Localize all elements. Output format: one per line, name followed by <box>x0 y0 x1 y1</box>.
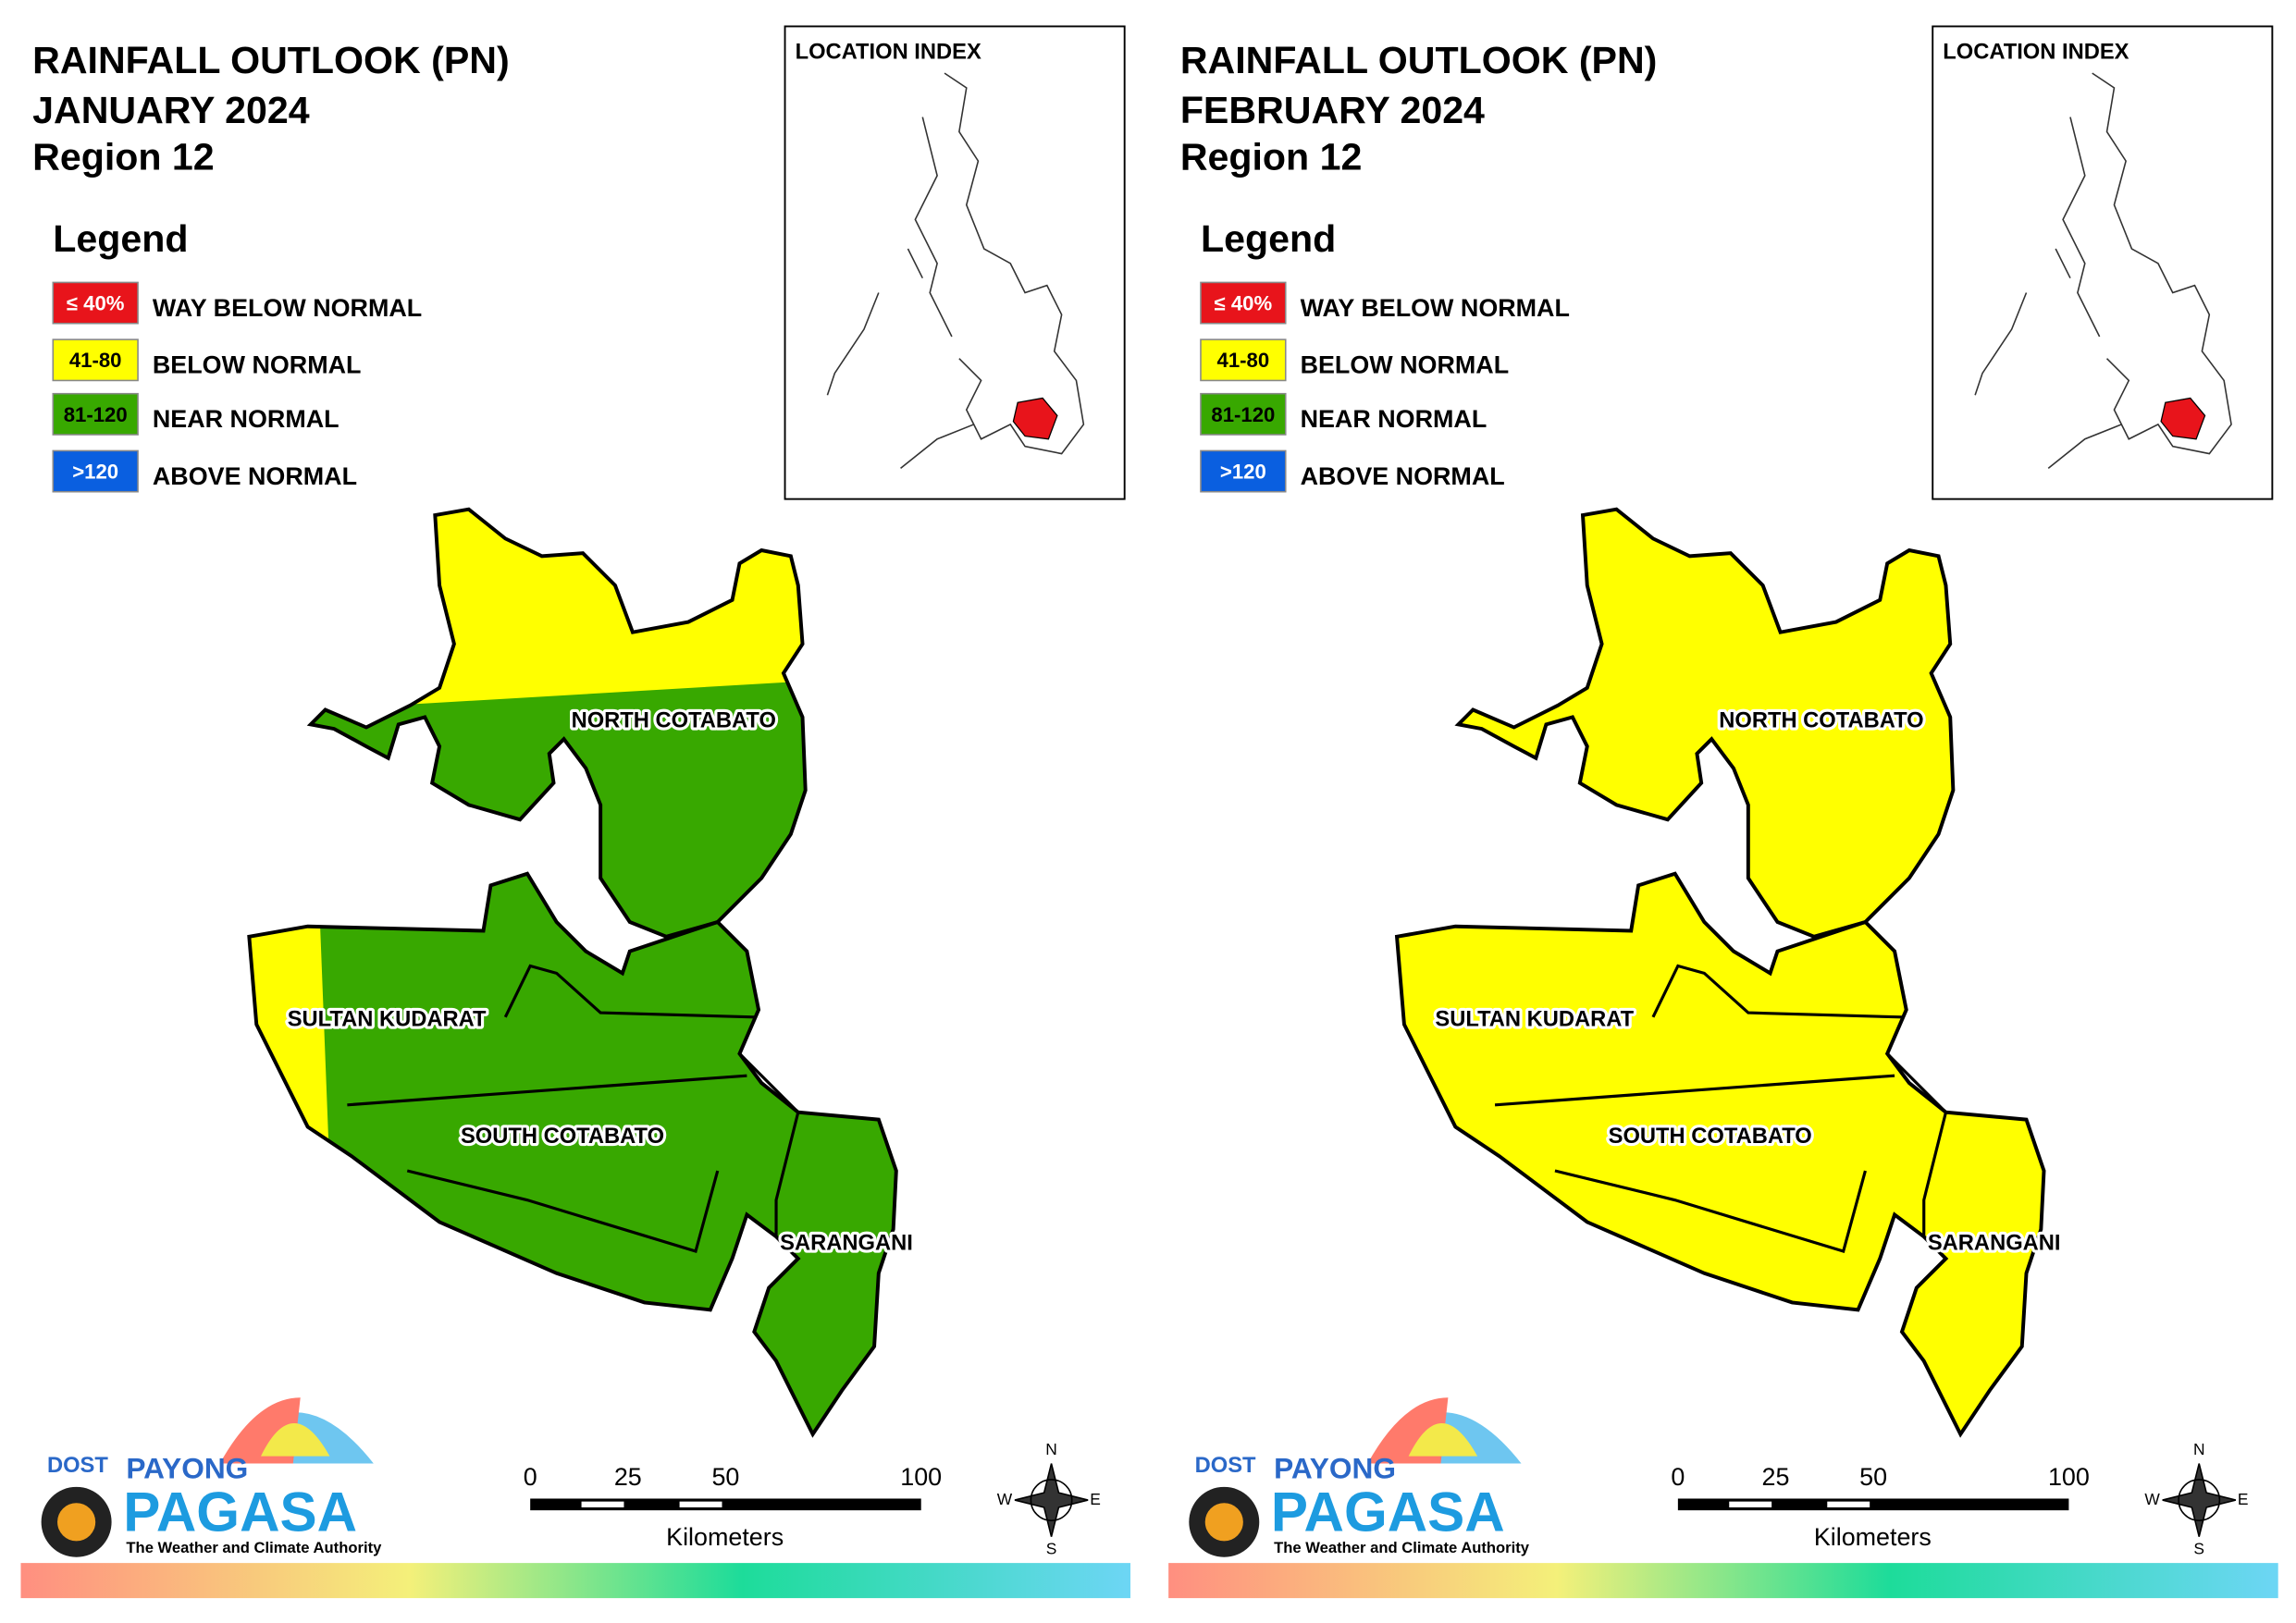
province-label: NORTH COTABATO <box>1719 709 1923 733</box>
legend-label: WAY BELOW NORMAL <box>153 294 422 322</box>
logo-agency: DOST <box>47 1454 108 1478</box>
legend-label: ABOVE NORMAL <box>1301 462 1505 490</box>
map-title: Region 12 <box>1180 136 1363 178</box>
logo-umbrella-mid <box>1408 1422 1478 1457</box>
map-title: RAINFALL OUTLOOK (PN) <box>1180 39 1658 81</box>
compass-label: W <box>997 1490 1013 1508</box>
province-label: SULTAN KUDARAT <box>288 1007 487 1031</box>
legend-swatch-label: ≤ 40% <box>1215 291 1273 314</box>
compass-rose <box>2162 1463 2236 1537</box>
legend-swatch <box>52 392 139 436</box>
scale-bar-segment <box>679 1501 722 1507</box>
legend-swatch-label: 41-80 <box>1217 349 1270 372</box>
logo-tagline: The Weather and Climate Authority <box>126 1539 382 1556</box>
inset-title: LOCATION INDEX <box>796 40 981 64</box>
logo-name: PAGASA <box>1271 1481 1505 1543</box>
map-title: JANUARY 2024 <box>32 89 310 131</box>
logo-name: PAGASA <box>123 1481 357 1543</box>
scale-bar <box>1677 1498 2069 1511</box>
legend-swatch <box>1200 338 1287 382</box>
province-border <box>1494 964 1948 1254</box>
logo-name: PAYONG <box>126 1451 248 1484</box>
logo-seal-inner <box>57 1503 96 1542</box>
inset-title: LOCATION INDEX <box>1943 40 2129 64</box>
compass-label: W <box>2144 1490 2160 1508</box>
map-panel: RAINFALL OUTLOOK (PN) JANUARY 2024 Region … <box>20 25 1131 1599</box>
compass-label: E <box>2238 1490 2249 1508</box>
scale-label: 100 <box>900 1463 942 1491</box>
legend-title: Legend <box>53 217 188 260</box>
scale-bar-segment <box>581 1501 624 1507</box>
inset-frame <box>1932 25 2274 500</box>
legend-label: BELOW NORMAL <box>1301 351 1510 379</box>
legend-swatch-label: 81-120 <box>1211 403 1275 426</box>
compass-label: S <box>2193 1540 2204 1558</box>
legend-swatch <box>52 281 139 325</box>
scale-unit: Kilometers <box>1814 1523 1932 1551</box>
compass-rose <box>1014 1463 1089 1537</box>
compass-label: E <box>1090 1490 1101 1508</box>
scale-label: 25 <box>614 1463 642 1491</box>
legend-swatch <box>52 449 139 493</box>
compass-label: S <box>1046 1540 1057 1558</box>
legend-swatch-label: >120 <box>72 460 118 483</box>
logo-tagline: The Weather and Climate Authority <box>1274 1539 1530 1556</box>
logo-name: PAYONG <box>1274 1451 1396 1484</box>
inset-islands <box>1974 72 2232 470</box>
compass-label: N <box>2193 1440 2205 1458</box>
legend-label: ABOVE NORMAL <box>153 462 357 490</box>
map-title: Region 12 <box>32 136 215 178</box>
compass-ring <box>2178 1479 2221 1522</box>
province-label: SOUTH COTABATO <box>461 1125 664 1149</box>
province-label: SARANGANI <box>780 1231 913 1255</box>
legend-swatch <box>1200 281 1287 325</box>
legend-label: BELOW NORMAL <box>153 351 362 379</box>
logo-seal-inner <box>1204 1503 1243 1542</box>
inset-islands <box>826 72 1085 470</box>
footer-band <box>20 1563 1131 1599</box>
legend-swatch <box>52 338 139 382</box>
region-map <box>247 507 898 1436</box>
province-border <box>347 964 800 1254</box>
legend-label: NEAR NORMAL <box>153 405 339 433</box>
legend-swatch-label: ≤ 40% <box>67 291 125 314</box>
footer-band <box>1168 1563 2278 1599</box>
legend-swatch-label: 41-80 <box>69 349 122 372</box>
region-map <box>1395 507 2046 1436</box>
province-label: SOUTH COTABATO <box>1609 1125 1812 1149</box>
province-label: NORTH COTABATO <box>572 709 776 733</box>
legend-label: NEAR NORMAL <box>1301 405 1487 433</box>
logo-umbrella-mid <box>261 1422 330 1457</box>
scale-unit: Kilometers <box>666 1523 784 1551</box>
scale-label: 50 <box>1859 1463 1887 1491</box>
map-panel: RAINFALL OUTLOOK (PN) FEBRUARY 2024 Region… <box>1168 25 2278 1599</box>
legend-swatch <box>1200 392 1287 436</box>
map-title: RAINFALL OUTLOOK (PN) <box>32 39 510 81</box>
map-title: FEBRUARY 2024 <box>1180 89 1485 131</box>
scale-bar-segment <box>1729 1501 1772 1507</box>
province-label: SULTAN KUDARAT <box>1435 1007 1634 1031</box>
legend-label: WAY BELOW NORMAL <box>1301 294 1570 322</box>
compass-ring <box>1030 1479 1073 1522</box>
legend-swatch-label: 81-120 <box>64 403 128 426</box>
legend-swatch <box>1200 449 1287 493</box>
inset-region <box>2160 397 2206 440</box>
logo-agency: DOST <box>1195 1454 1256 1478</box>
inset-region <box>1012 397 1058 440</box>
inset-frame <box>784 25 1126 500</box>
scale-bar-segment <box>1827 1501 1870 1507</box>
legend-swatch-label: >120 <box>1220 460 1266 483</box>
compass-label: N <box>1045 1440 1057 1458</box>
scale-label: 100 <box>2048 1463 2090 1491</box>
legend-title: Legend <box>1201 217 1336 260</box>
scale-label: 0 <box>1671 1463 1685 1491</box>
province-label: SARANGANI <box>1928 1231 2061 1255</box>
scale-label: 25 <box>1762 1463 1790 1491</box>
scale-bar <box>530 1498 921 1511</box>
scale-label: 50 <box>711 1463 739 1491</box>
scale-label: 0 <box>524 1463 537 1491</box>
